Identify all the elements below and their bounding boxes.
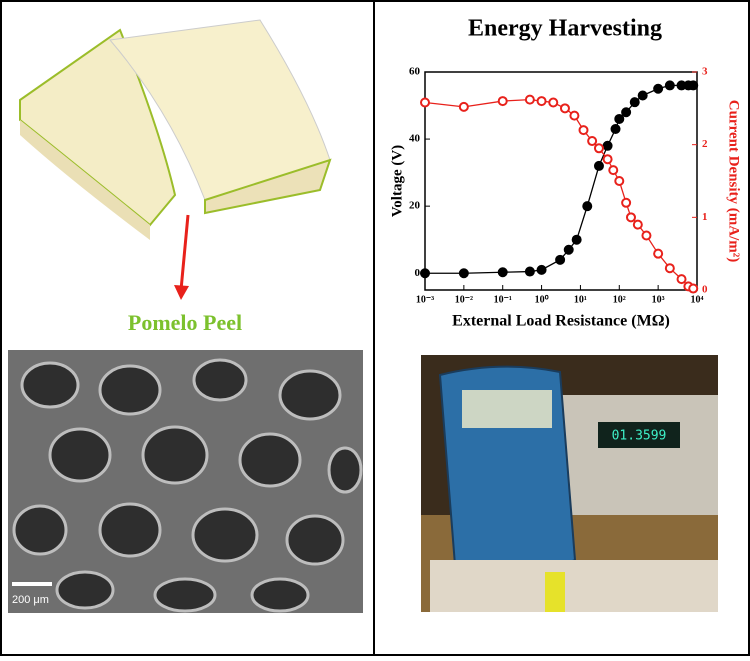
x-axis-label: External Load Resistance (MΩ)	[452, 313, 670, 330]
data-point	[632, 219, 643, 230]
y-tick-label: 60	[409, 66, 421, 78]
data-point	[593, 143, 604, 154]
data-point	[621, 107, 632, 118]
data-point	[688, 283, 699, 294]
data-point	[524, 266, 535, 277]
y-tick-label: 20	[409, 200, 421, 212]
data-point	[653, 83, 664, 94]
y2-axis-label: Current Density (mA/m²)	[726, 100, 742, 263]
plot-frame	[424, 71, 698, 291]
data-point	[420, 97, 430, 108]
data-point	[582, 201, 593, 212]
x-tick-label: 10⁻¹	[494, 294, 512, 305]
data-point	[458, 268, 469, 279]
x-tick-label: 10⁰	[535, 294, 549, 305]
data-point	[587, 136, 598, 147]
data-point	[614, 176, 625, 186]
data-point	[602, 140, 613, 151]
data-point	[653, 248, 664, 259]
sem-image	[8, 350, 363, 613]
x-tick-label: 10²	[613, 294, 626, 305]
x-tick-label: 10⁻³	[416, 294, 434, 305]
data-point	[555, 254, 566, 265]
x-tick-label: 10¹	[574, 294, 587, 305]
data-point	[458, 101, 469, 112]
data-point	[420, 268, 430, 279]
data-point	[497, 267, 508, 278]
data-point	[637, 90, 648, 101]
y2-tick-label: 0	[702, 284, 708, 296]
panel-label: Pomelo Peel	[128, 310, 242, 335]
data-point	[593, 160, 604, 171]
data-point	[676, 274, 687, 285]
data-point	[625, 212, 636, 223]
data-point	[688, 80, 699, 91]
data-point	[497, 96, 508, 107]
x-tick-label: 10⁻²	[455, 294, 473, 305]
y2-tick-label: 2	[702, 138, 708, 150]
data-point	[571, 234, 582, 245]
data-point	[629, 97, 640, 108]
data-point	[536, 264, 547, 275]
data-point	[641, 230, 652, 241]
data-point	[569, 110, 580, 121]
data-point	[559, 103, 570, 114]
scale-bar-label: 200 μm	[12, 594, 49, 606]
photo: 01.3599	[421, 355, 718, 612]
data-point	[548, 97, 559, 108]
y2-tick-label: 3	[702, 66, 708, 78]
y2-tick-label: 1	[702, 211, 708, 223]
y-axis-label: Voltage (V)	[389, 145, 405, 217]
data-point	[563, 244, 574, 255]
data-point	[608, 165, 619, 176]
y-tick-label: 40	[409, 133, 421, 145]
data-point	[664, 263, 675, 274]
svg-text:01.3599: 01.3599	[612, 429, 667, 444]
chart-title: Energy Harvesting	[468, 16, 662, 42]
data-point	[664, 80, 675, 91]
x-tick-label: 10³	[652, 294, 665, 305]
data-point	[614, 113, 625, 124]
x-tick-label: 10⁴	[691, 294, 704, 305]
data-point	[610, 124, 621, 135]
data-point	[524, 94, 535, 105]
data-point	[621, 197, 632, 208]
data-point	[602, 154, 613, 165]
data-point	[578, 125, 589, 136]
peel-illustration	[19, 19, 332, 300]
data-point	[536, 96, 547, 107]
y-tick-label: 0	[415, 267, 421, 279]
